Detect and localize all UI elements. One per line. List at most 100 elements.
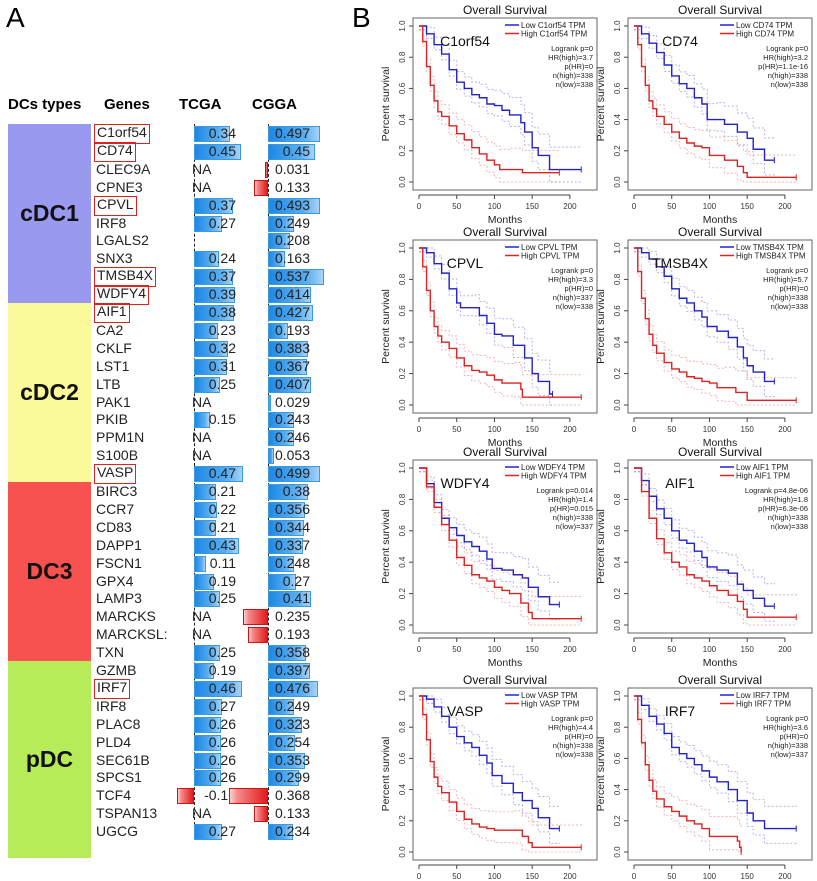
survival-curve-high	[634, 467, 797, 618]
legend-entry: High AIF1 TPM	[736, 472, 790, 481]
x-tick-label: 150	[526, 425, 540, 434]
stat-text: p(HR)=6.3e-06	[758, 504, 808, 513]
tcga-bar	[194, 698, 223, 715]
gene-label: BIRC3	[96, 483, 138, 499]
ci-lower-high	[419, 699, 582, 853]
x-tick-label: 0	[632, 202, 637, 211]
y-axis-label: Percent survival	[595, 289, 607, 364]
cgga-value: 0.299	[274, 769, 310, 786]
tcga-bar	[194, 645, 221, 662]
tcga-value: 0.27	[208, 697, 236, 714]
survival-curve-low	[419, 695, 560, 830]
x-tick-label: 100	[488, 202, 502, 211]
cgga-value: 0.38	[282, 483, 310, 499]
y-tick-label: 1.0	[613, 462, 622, 474]
cgga-bar	[268, 340, 309, 357]
cgga-bar	[254, 179, 268, 196]
stat-text: n(low)=338	[556, 80, 593, 89]
y-tick-label: 0.0	[398, 846, 407, 858]
tcga-value: NA	[192, 429, 212, 446]
cgga-bar	[268, 448, 274, 465]
x-tick-label: 100	[488, 645, 502, 654]
legend-entry: High VASP TPM	[521, 700, 580, 709]
gene-label: PPM1N	[96, 429, 145, 446]
legend-entry: Low WDFY4 TPM	[521, 463, 585, 472]
gene-label: PAK1	[96, 393, 131, 410]
ci-upper-low	[419, 247, 554, 373]
tcga-value: -0.16	[204, 787, 236, 804]
survival-curve-high	[634, 25, 797, 179]
cgga-value: 0.243	[274, 411, 310, 428]
tcga-value: 0.25	[208, 644, 236, 661]
y-tick-label: 1.0	[398, 242, 407, 254]
cgga-value: 0.029	[274, 393, 310, 410]
cgga-bar	[268, 555, 295, 572]
tcga-value: 0.26	[208, 733, 236, 750]
y-tick-label: 0.4	[613, 113, 622, 125]
y-axis-label: Percent survival	[380, 509, 392, 584]
y-tick-label: 0.4	[613, 556, 622, 568]
cgga-bar	[268, 233, 290, 250]
cgga-value: 0.163	[274, 250, 310, 267]
gene-label: C1orf54	[94, 124, 150, 144]
ci-lower-low	[634, 699, 797, 845]
cgga-bar	[268, 215, 295, 232]
tcga-value: 0.24	[208, 250, 236, 267]
gene-label: CPVL	[94, 195, 137, 216]
stat-text: p(HR)=0	[779, 732, 808, 741]
x-tick-label: 0	[417, 425, 422, 434]
x-axis-label: Months	[703, 214, 737, 226]
y-tick-label: 0.8	[613, 273, 622, 285]
km-plot-tmsb4x: Overall Survival 0.0 0.2 0.4 0.6 0.8 1.0 Percen…	[595, 225, 813, 449]
km-plot-cpvl: Overall Survival 0.0 0.2 0.4 0.6 0.8 1.0 Percen…	[380, 225, 598, 449]
x-tick-label: 200	[563, 872, 577, 881]
cgga-value: 0.27	[282, 572, 310, 589]
y-tick-label: 0.0	[398, 619, 407, 631]
gene-name: C1orf54	[440, 33, 490, 49]
tcga-bar	[194, 305, 234, 321]
survival-curve-high	[634, 695, 742, 852]
x-tick-label: 150	[526, 202, 540, 211]
stat-text: HR(high)=3.2	[763, 53, 808, 62]
cgga-value: 0.133	[274, 805, 310, 822]
stat-text: n(low)=338	[771, 80, 808, 89]
cgga-value: 0.45	[282, 142, 310, 159]
plot-frame	[412, 687, 598, 861]
y-tick-label: 0.4	[613, 336, 622, 348]
ci-upper-high	[634, 467, 797, 596]
x-tick-label: 50	[667, 202, 676, 211]
cgga-value: 0.493	[274, 196, 310, 213]
cgga-value: 0.476	[274, 679, 310, 696]
tcga-value: 0.26	[208, 751, 236, 768]
stat-text: Logrank p=0	[551, 44, 593, 53]
x-tick-label: 0	[632, 425, 637, 434]
stat-text: Logrank p=0	[551, 714, 593, 723]
y-axis-label: Percent survival	[595, 737, 607, 812]
tcga-value: 0.23	[208, 321, 236, 338]
cgga-bar	[268, 394, 272, 411]
gene-label: GPX4	[96, 572, 134, 589]
ci-lower-high	[419, 251, 582, 406]
ci-upper-low	[634, 247, 775, 360]
cgga-bar	[268, 484, 308, 500]
plot-title: Overall Survival	[678, 445, 762, 459]
y-tick-label: 0.2	[398, 145, 407, 157]
x-tick-label: 50	[452, 202, 461, 211]
group-dc3: DC3	[8, 482, 91, 661]
plot-frame	[412, 239, 598, 414]
tcga-value: 0.45	[208, 142, 236, 159]
tcga-bar	[194, 322, 219, 339]
km-plot-wdfy4: Overall Survival 0.0 0.2 0.4 0.6 0.8 1.0 Percen…	[380, 445, 598, 669]
survival-curve-high	[634, 247, 797, 401]
tcga-bar	[194, 591, 221, 608]
group-cdc2: cDC2	[8, 303, 91, 482]
tcga-value: 0.21	[208, 483, 236, 499]
tcga-bar	[194, 824, 223, 841]
y-tick-label: 0.0	[398, 176, 407, 188]
x-tick-label: 200	[778, 645, 792, 654]
y-tick-label: 0.6	[613, 305, 622, 317]
gene-label: TSPAN13	[96, 805, 158, 822]
gene-label: LTB	[96, 375, 121, 392]
tcga-bar	[194, 716, 222, 733]
tcga-value: 0.46	[208, 679, 236, 696]
